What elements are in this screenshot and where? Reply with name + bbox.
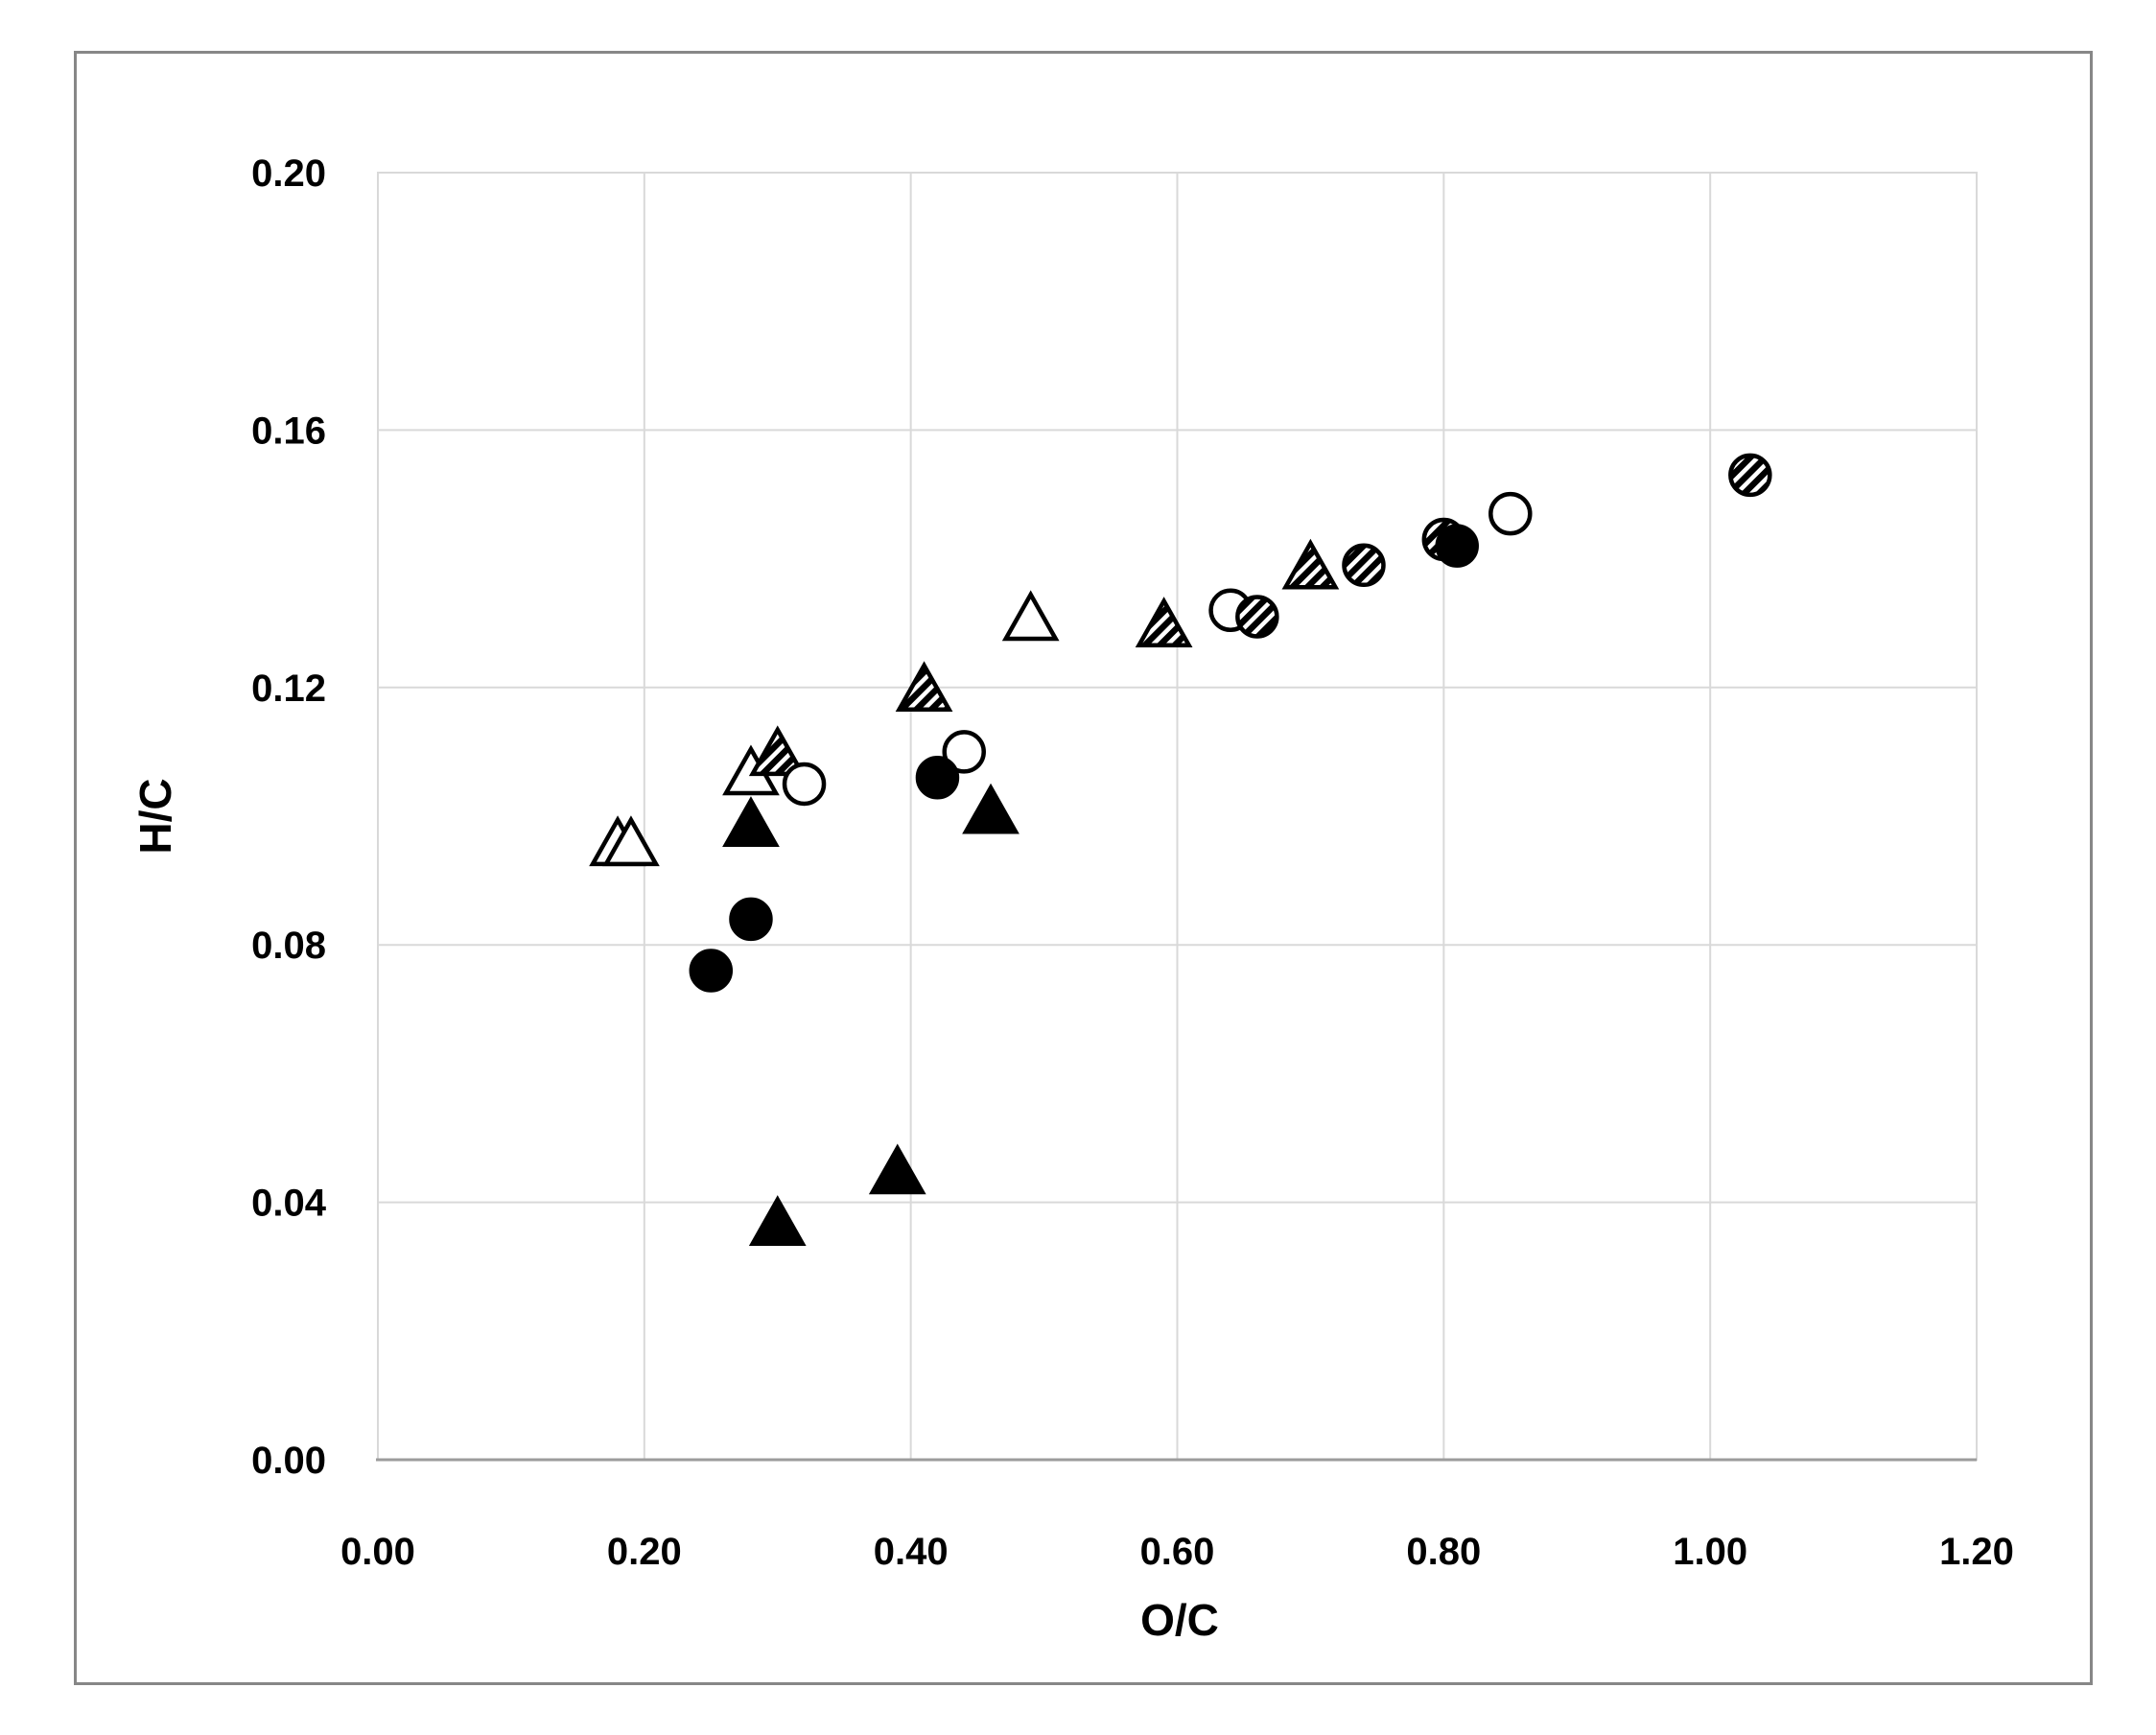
marker-triangle-open [1001,590,1060,642]
marker-circle-open [942,730,986,774]
x-tick-label: 0.20 [607,1531,682,1573]
marker-triangle-hatched [895,661,953,713]
vertical-gridlines [377,173,1978,1460]
y-tick-labels: 0.00 0.04 0.08 0.12 0.16 0.20 [251,152,327,1482]
x-tick-label: 0.40 [874,1531,949,1573]
marker-circle-filled [1435,524,1479,568]
x-tick-label: 0.60 [1140,1531,1215,1573]
y-tick-label: 0.12 [251,668,326,710]
marker-triangle-hatched [1135,597,1193,647]
marker-triangle-hatched [1281,538,1340,590]
x-axis-title: O/C [1140,1595,1219,1645]
marker-triangle-filled [722,796,780,847]
marker-circle-filled [915,755,960,800]
marker-triangle-filled [868,1143,926,1195]
marker-triangle-open [602,815,660,867]
y-tick-label: 0.20 [251,152,326,195]
marker-circle-filled [729,897,773,942]
x-tick-labels: 0.00 0.20 0.40 0.60 0.80 1.00 1.20 [340,1531,2014,1573]
marker-triangle-hatched [748,725,807,777]
marker-circle-open [1488,491,1533,536]
x-tick-label: 0.80 [1406,1531,1481,1573]
y-axis-title: H/C [130,778,180,854]
x-tick-label: 1.00 [1673,1531,1747,1573]
marker-circle-hatched [1728,453,1772,498]
x-tick-label: 1.20 [1939,1531,2014,1573]
x-tick-label: 0.00 [340,1531,415,1573]
marker-circle-filled [689,949,734,993]
marker-triangle-filled [962,783,1019,834]
y-tick-label: 0.08 [251,925,326,967]
y-tick-label: 0.16 [251,410,326,452]
y-tick-label: 0.04 [251,1183,327,1225]
marker-circle-hatched [1235,595,1279,639]
y-tick-label: 0.00 [251,1440,326,1482]
marker-circle-hatched [1342,543,1386,588]
marker-circle-open [782,762,827,807]
marker-triangle-filled [748,1195,807,1246]
data-markers [589,453,1772,1246]
figure-border [74,51,2093,1685]
